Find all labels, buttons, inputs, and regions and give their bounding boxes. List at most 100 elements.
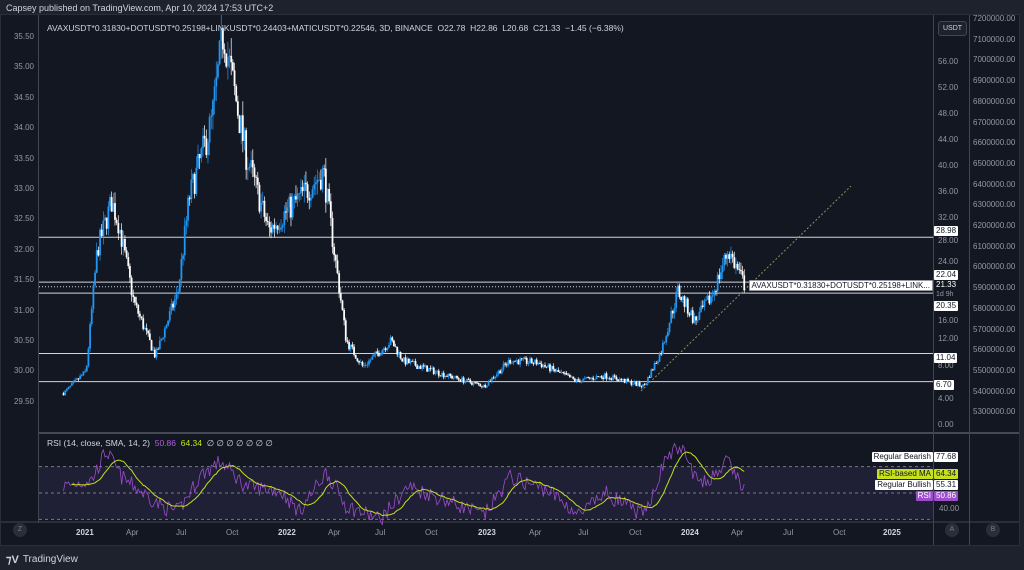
candle-body <box>92 285 95 309</box>
candle-body <box>386 347 389 351</box>
far-axis-label: 7100000.00 <box>973 34 1016 44</box>
ohlc-low: L20.68 <box>502 23 529 33</box>
candle-body <box>686 298 689 314</box>
candle-body <box>560 372 563 373</box>
candle-body <box>248 167 251 169</box>
candle-body <box>62 393 65 396</box>
left-price-axis[interactable]: 35.50 35.00 34.50 34.00 33.50 33.00 32.50 32.00… <box>1 15 39 523</box>
candle-body <box>192 174 194 180</box>
level-tag: 20.35 <box>934 301 959 311</box>
candle-body <box>148 333 151 341</box>
candle-body <box>441 372 443 377</box>
candle-body <box>185 220 188 226</box>
candle-body <box>731 253 734 258</box>
candle-body <box>202 135 204 149</box>
candle-body <box>288 196 291 208</box>
candle-body <box>135 302 138 306</box>
symbol-legend[interactable]: AVAXUSDT*0.31830+DOTUSDT*0.25198+LINKUSD… <box>47 23 624 33</box>
candle-body <box>602 377 605 380</box>
candle-body <box>647 377 649 384</box>
candle-body <box>329 201 332 218</box>
candle-body <box>162 337 165 339</box>
candle-body <box>494 376 497 379</box>
price-axis-label: 52.00 <box>938 83 959 93</box>
candle-body <box>281 225 284 228</box>
candle-body <box>102 220 105 237</box>
symbol-name: AVAXUSDT*0.31830+DOTUSDT*0.25198+LINKUSD… <box>47 23 433 33</box>
axis-button-a[interactable]: A <box>945 523 959 537</box>
tradingview-logo[interactable]: ⁊V TradingView <box>6 553 78 566</box>
candle-body <box>454 375 457 378</box>
candle-body <box>411 361 414 362</box>
candle-body <box>114 203 116 220</box>
candle-body <box>70 383 73 386</box>
candle-body <box>670 311 673 324</box>
axis-button-b[interactable]: B <box>986 523 1000 537</box>
candle-body <box>691 310 694 323</box>
far-axis-label: 5800000.00 <box>973 303 1016 313</box>
candle-body <box>94 272 96 286</box>
candle-body <box>258 184 261 212</box>
rsi-legend[interactable]: RSI (14, close, SMA, 14, 2) 50.86 64.34 … <box>47 438 273 449</box>
candle-body <box>389 337 392 345</box>
candle-body <box>137 305 140 314</box>
candle-body <box>104 217 106 221</box>
far-axis-label: 6800000.00 <box>973 96 1016 106</box>
candle-body <box>353 346 355 355</box>
time-axis-label: Apr <box>731 528 744 537</box>
candle-body <box>397 352 400 355</box>
time-axis-label: Oct <box>226 528 239 537</box>
candle-body <box>595 376 598 380</box>
candle-body <box>295 196 297 200</box>
candle-body <box>627 378 629 382</box>
candle-body <box>290 196 292 218</box>
candle-body <box>321 168 324 190</box>
candle-body <box>333 246 336 256</box>
time-axis-label: Oct <box>425 528 438 537</box>
candle-body <box>555 370 558 372</box>
candle-body <box>122 238 125 247</box>
candle-body <box>74 379 77 382</box>
candle-body <box>134 296 136 303</box>
candle-body <box>741 271 744 276</box>
candle-body <box>319 179 322 190</box>
candle-body <box>132 295 135 297</box>
right-price-axis[interactable]: 56.00 52.00 48.00 44.00 40.00 36.00 32.00 28.00… <box>933 15 969 545</box>
candle-body <box>303 182 306 192</box>
candle-body <box>520 358 523 360</box>
candle-body <box>447 373 450 377</box>
chart-frame[interactable]: 35.50 35.00 34.50 34.00 33.50 33.00 32.50 32.00… <box>0 14 1020 546</box>
candle-body <box>700 305 702 312</box>
candle-body <box>407 358 410 364</box>
axis-button-z[interactable]: Z <box>13 523 27 537</box>
secondary-price-axis[interactable]: 7200000.00 7100000.00 7000000.00 6900000.00… <box>969 14 1019 545</box>
candle-body <box>580 380 583 383</box>
candle-body <box>119 229 121 234</box>
candle-body <box>165 325 168 329</box>
candle-body <box>482 384 485 387</box>
candle-body <box>527 362 530 364</box>
candle-body <box>492 377 495 379</box>
candle-body <box>401 358 404 362</box>
candle-body <box>110 197 113 212</box>
candle-body <box>645 383 648 386</box>
candle-body <box>575 379 578 382</box>
candle-body <box>507 360 510 365</box>
candle-body <box>642 384 644 387</box>
left-axis-label: 30.00 <box>13 366 34 376</box>
time-axis-label: Oct <box>833 528 846 537</box>
ohlc-open: O22.78 <box>437 23 466 33</box>
rsi-value: 50.86 <box>154 438 176 448</box>
candle-body <box>685 298 688 307</box>
candle-body <box>65 388 68 391</box>
candle-body <box>251 160 254 168</box>
candle-body <box>713 291 716 296</box>
candle-body <box>283 211 286 226</box>
candle-body <box>666 331 669 337</box>
candle-body <box>431 367 434 369</box>
candle-body <box>177 291 179 293</box>
candle-body <box>559 371 561 373</box>
currency-button[interactable]: USDT <box>938 21 968 36</box>
candle-body <box>434 371 437 374</box>
far-axis-label: 6200000.00 <box>973 221 1016 230</box>
